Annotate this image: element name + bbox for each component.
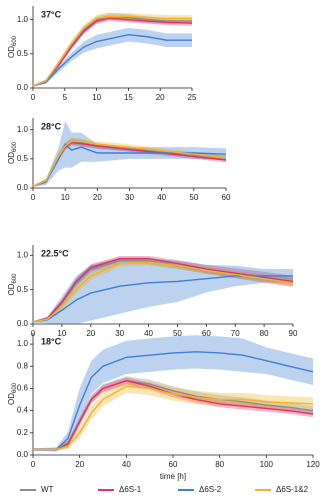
x-tick-label: 10 xyxy=(61,193,70,202)
x-tick-label: 30 xyxy=(115,329,124,338)
series-line xyxy=(33,351,314,451)
error-band xyxy=(33,335,313,452)
series-line xyxy=(32,140,227,187)
x-tick-label: 0 xyxy=(31,460,36,469)
legend-label: Δ6S-1 xyxy=(119,485,142,494)
x-axis-label: time [h] xyxy=(160,472,186,481)
y-tick-label: 0.0 xyxy=(17,183,29,192)
error-band xyxy=(33,379,313,451)
legend-label: Δ6S-1&2 xyxy=(276,485,309,494)
y-axis-label: OD600 xyxy=(7,35,17,58)
error-band xyxy=(33,258,293,323)
y-tick-label: 0.2 xyxy=(17,428,29,437)
y-tick-label: 0.0 xyxy=(17,319,29,328)
series-line xyxy=(32,261,294,323)
y-tick-label: 1.0 xyxy=(17,250,29,259)
y-tick-label: 0.6 xyxy=(17,384,29,393)
x-tick-label: 40 xyxy=(157,193,166,202)
error-band xyxy=(33,12,192,87)
x-tick-label: 60 xyxy=(202,329,211,338)
x-tick-label: 80 xyxy=(215,460,224,469)
x-tick-label: 50 xyxy=(173,329,182,338)
x-tick-label: 30 xyxy=(125,193,134,202)
series-line xyxy=(32,17,193,87)
x-tick-label: 80 xyxy=(260,329,269,338)
y-tick-label: 1.0 xyxy=(17,15,29,24)
y-tick-label: 0.5 xyxy=(17,49,29,58)
x-tick-label: 20 xyxy=(156,93,165,102)
error-band xyxy=(33,27,192,87)
y-axis-label: OD600 xyxy=(7,273,17,296)
error-band xyxy=(33,258,293,324)
x-tick-label: 20 xyxy=(75,460,84,469)
series-line xyxy=(33,379,314,451)
error-band xyxy=(33,12,192,87)
x-tick-label: 40 xyxy=(144,329,153,338)
y-tick-label: 0.0 xyxy=(17,450,29,459)
panel-title: 28°C xyxy=(41,121,62,131)
x-tick-label: 60 xyxy=(169,460,178,469)
x-tick-label: 120 xyxy=(306,460,320,469)
x-tick-label: 20 xyxy=(93,193,102,202)
series-line xyxy=(33,385,314,451)
series-line xyxy=(32,15,192,87)
y-tick-label: 0.8 xyxy=(17,361,29,370)
x-tick-label: 25 xyxy=(188,93,197,102)
x-tick-label: 100 xyxy=(260,460,274,469)
panel-title: 18°C xyxy=(41,336,62,346)
series-line xyxy=(32,258,294,323)
error-band xyxy=(33,120,226,187)
x-tick-label: 20 xyxy=(86,329,95,338)
x-tick-label: 15 xyxy=(124,93,133,102)
x-tick-label: 10 xyxy=(57,329,66,338)
x-tick-label: 5 xyxy=(63,93,68,102)
y-axis-label: OD600 xyxy=(7,382,17,405)
error-band xyxy=(33,15,192,87)
x-tick-label: 70 xyxy=(231,329,240,338)
legend-label: Δ6S-2 xyxy=(199,485,222,494)
y-axis-label-sub: 600 xyxy=(12,382,18,393)
x-tick-label: 60 xyxy=(222,193,231,202)
y-axis-label-sub: 600 xyxy=(12,273,18,284)
x-tick-label: 40 xyxy=(122,460,131,469)
x-tick-label: 50 xyxy=(189,193,198,202)
x-tick-label: 0 xyxy=(31,193,36,202)
error-band xyxy=(33,377,313,451)
y-tick-label: 0.5 xyxy=(17,154,29,163)
y-axis-label-sub: 600 xyxy=(12,35,18,46)
series-line xyxy=(32,15,192,87)
panel-title: 37°C xyxy=(41,9,62,19)
series-line xyxy=(32,33,192,87)
x-tick-label: 10 xyxy=(92,93,101,102)
legend-label: WT xyxy=(41,485,54,494)
y-tick-label: 1.0 xyxy=(17,125,29,134)
y-tick-label: 0.4 xyxy=(17,406,29,415)
y-tick-label: 0.5 xyxy=(17,285,29,294)
y-tick-label: 0.0 xyxy=(17,83,29,92)
y-axis-label-sub: 600 xyxy=(12,141,18,152)
x-tick-label: 90 xyxy=(289,329,298,338)
y-axis-label: OD600 xyxy=(7,141,17,164)
error-band xyxy=(33,137,226,187)
panel-title: 22.5°C xyxy=(41,248,69,258)
x-tick-label: 0 xyxy=(31,93,36,102)
y-tick-label: 1.0 xyxy=(17,339,29,348)
series-line xyxy=(32,143,227,187)
